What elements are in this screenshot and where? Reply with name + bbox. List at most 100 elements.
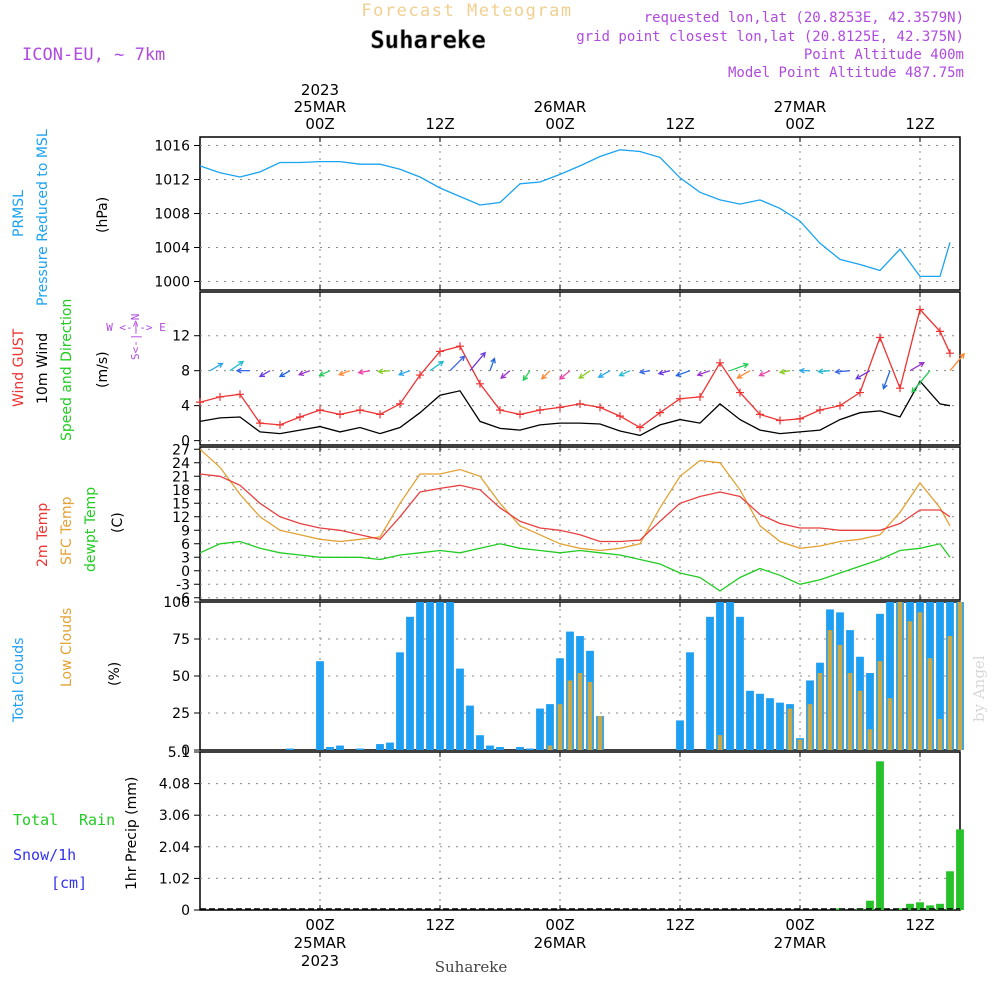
label-pressure-msl: Pressure Reduced to MSL	[35, 129, 51, 306]
wind-arrow	[209, 362, 224, 372]
gust-marker	[196, 398, 204, 407]
panel-frame	[199, 291, 961, 446]
y-tick-label: 21	[172, 469, 190, 485]
wind-arrow-shaft	[729, 363, 749, 372]
wind-arrow-head	[638, 368, 646, 375]
gust-marker	[736, 388, 744, 397]
panel-frame	[199, 751, 961, 911]
label-wind-gust: Wind GUST	[11, 328, 27, 407]
wind-arrow-shaft	[855, 370, 871, 380]
wind-arrow	[817, 368, 831, 375]
wind-arrow-head	[758, 371, 765, 377]
wind-arrow-shaft	[298, 370, 311, 376]
gust-marker	[556, 403, 564, 412]
gust-marker	[296, 413, 304, 422]
wind-arrow	[229, 360, 245, 372]
y-tick-label: 5.1	[168, 745, 190, 761]
total-cloud-bar	[476, 735, 484, 750]
gust-marker	[336, 410, 344, 419]
low-cloud-bar	[857, 690, 863, 750]
label-hpa: (hPa)	[95, 197, 111, 233]
y-tick-label: 12	[172, 329, 190, 345]
wind-arrow-shaft	[949, 353, 965, 372]
gust-marker	[896, 384, 904, 393]
wind-arrow-shaft	[209, 362, 223, 372]
label-dewpt-temp: dewpt Temp	[83, 487, 99, 572]
top-time-label: 00Z	[785, 115, 814, 133]
low-cloud-bar	[927, 658, 933, 750]
low-cloud-bar	[867, 729, 873, 750]
top-time-label: 2023	[301, 81, 339, 99]
y-tick-label: 8	[181, 364, 190, 380]
gust-marker	[616, 412, 624, 421]
total-cloud-bar	[866, 673, 874, 750]
wind-arrow-shaft	[759, 370, 771, 377]
total-cloud-bar	[396, 652, 404, 750]
wind-arrow	[834, 368, 851, 375]
wind-arrow-shaft	[737, 370, 751, 379]
y-tick-label: 4.08	[159, 777, 190, 793]
wind-arrow	[449, 355, 466, 372]
top-time-label: 12Z	[665, 115, 694, 133]
bottom-time-label: 12Z	[665, 916, 694, 934]
wind-arrow-head	[377, 368, 384, 375]
wind-arrow	[500, 370, 511, 379]
total-cloud-bar	[326, 747, 334, 750]
wind-arrow-head	[238, 360, 245, 367]
wind-arrow-head	[459, 355, 466, 362]
gust-marker	[396, 399, 404, 408]
wind-arrow-shaft	[378, 370, 391, 373]
y-tick-label: 9	[181, 523, 190, 539]
rain-bar	[916, 902, 924, 910]
label-10m-wind: 10m Wind	[35, 333, 51, 404]
total-cloud-bar	[676, 720, 684, 750]
bottom-time-label: 00Z	[305, 916, 334, 934]
wind-arrow-shaft	[229, 360, 244, 372]
y-tick-label: 1016	[154, 139, 190, 155]
watermark: by Angel	[970, 655, 988, 722]
panel-frame	[199, 446, 961, 601]
total-cloud-bar	[526, 748, 534, 750]
location-title: Suhareke	[370, 26, 486, 54]
top-time-label: 00Z	[545, 115, 574, 133]
low-cloud-bar	[827, 630, 833, 750]
wind-arrow-shaft	[780, 370, 791, 374]
total-cloud-bar	[546, 704, 554, 750]
wind-arrow-head	[817, 368, 824, 375]
wind-arrow-shaft	[640, 370, 651, 374]
total-cloud-bar	[456, 668, 464, 750]
low-cloud-bar	[597, 715, 603, 750]
wind-arrow-head	[357, 369, 364, 375]
gust-marker	[796, 414, 804, 423]
wind-arrow	[798, 367, 810, 374]
low-cloud-bar	[797, 739, 803, 750]
total-cloud-bar	[466, 705, 474, 750]
wind-arrow-head	[540, 373, 547, 380]
wind-arrow	[377, 368, 391, 375]
gust-marker	[576, 399, 584, 408]
low-cloud-bar	[887, 698, 893, 750]
bottom-time-label: 12Z	[905, 916, 934, 934]
wind-arrow-head	[657, 369, 664, 376]
total-cloud-bar	[756, 693, 764, 750]
total-cloud-bar	[286, 748, 294, 750]
total-cloud-bar	[496, 747, 504, 750]
model-label: ICON-EU, ~ 7km	[22, 45, 165, 65]
wind-arrow	[696, 370, 711, 377]
low-cloud-bar	[897, 602, 903, 750]
label-speed-direction: Speed and Direction	[59, 299, 75, 441]
total-cloud-bar	[486, 745, 494, 750]
wind-arrow	[638, 368, 651, 375]
total-cloud-bar	[736, 616, 744, 750]
total-cloud-bar	[536, 708, 544, 750]
bottom-time-label: 27MAR	[774, 934, 827, 952]
wind-arrow-shaft	[449, 355, 465, 372]
top-time-label: 00Z	[305, 115, 334, 133]
y-tick-label: 0	[181, 903, 190, 919]
wind-arrow	[540, 370, 551, 380]
compass-vertical: S<-|->N	[129, 314, 142, 360]
wind-arrow-head	[318, 371, 325, 377]
wind-arrow-head	[480, 351, 486, 358]
gust-marker	[696, 392, 704, 401]
